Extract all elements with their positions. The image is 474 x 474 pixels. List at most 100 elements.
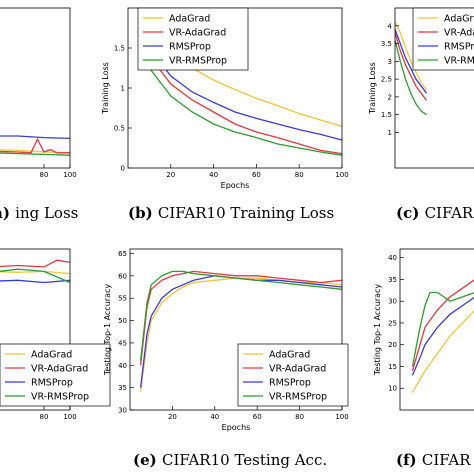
- x-tick-label: 60: [252, 171, 261, 179]
- plot-frame: [0, 248, 71, 411]
- x-tick-label: 20: [166, 171, 175, 179]
- x-tick-label: 20: [168, 413, 177, 421]
- series-line-vr-rmsprop: [138, 31, 342, 156]
- panel-caption: (f) CIFAR: [396, 451, 471, 469]
- series-line-rmsprop: [411, 296, 474, 376]
- legend-label: VR-AdaGrad: [169, 28, 226, 39]
- caption-text: CIFAR10 Training Loss: [158, 204, 334, 222]
- series-group: [139, 270, 342, 393]
- y-tick-label: 1: [388, 129, 392, 137]
- panel-caption: (c) CIFAR: [396, 204, 474, 222]
- legend-label: AdaGrad: [169, 14, 210, 25]
- x-tick-label: 80: [295, 171, 304, 179]
- legend-label: AdaGrad: [31, 350, 72, 361]
- x-axis-label: Epochs: [222, 423, 251, 432]
- legend-label: VR-RMSProp: [31, 392, 89, 403]
- plot-frame: [399, 248, 474, 411]
- y-tick-label: 0.5: [114, 125, 125, 133]
- caption-label: (e): [133, 451, 162, 469]
- chart-panel-1: 80 100 (a) ing Loss: [0, 7, 78, 222]
- x-tick-label: 100: [63, 171, 76, 179]
- legend: AdaGrad VR-AdaGrad RMSProp VR-RMSProp: [412, 7, 474, 71]
- y-tick-label: 35: [388, 276, 397, 284]
- legend-label: RMSProp: [169, 42, 211, 53]
- legend: AdaGrad VR-AdaGrad RMSProp VR-RMSProp: [137, 7, 249, 71]
- series-group: [0, 259, 70, 284]
- x-tick-label: 80: [40, 413, 49, 421]
- series-line-vr-adagrad: [0, 259, 70, 268]
- x-tick-label: 100: [63, 413, 76, 421]
- y-tick-label: 45: [118, 339, 127, 347]
- series-group: [395, 21, 428, 116]
- legend-label: AdaGrad: [269, 350, 310, 361]
- series-line-vr-adagrad: [411, 279, 474, 371]
- x-tick-label: 40: [210, 413, 219, 421]
- series-line-adagrad: [411, 310, 474, 393]
- y-tick-label: 2.5: [381, 76, 392, 84]
- y-tick-label: 40: [118, 362, 127, 370]
- y-tick-label: 30: [388, 298, 397, 306]
- y-tick-label: 60: [118, 272, 127, 280]
- caption-text: CIFAR: [422, 451, 471, 469]
- series-line-vr-rmsprop: [395, 39, 427, 116]
- series-line-adagrad: [0, 149, 70, 154]
- series-line-vr-adagrad: [0, 137, 70, 154]
- series-line-rmsprop: [395, 29, 428, 94]
- caption-text: CIFAR: [425, 204, 474, 222]
- x-tick-label: 80: [295, 413, 304, 421]
- y-tick-label: 40: [388, 254, 397, 262]
- y-tick-label: 2: [388, 93, 392, 101]
- legend-label: VR-RMSProp: [269, 392, 327, 403]
- y-tick-label: 50: [118, 317, 127, 325]
- legend-label: AdaGrad: [444, 14, 474, 25]
- series-line-vr-adagrad: [395, 32, 428, 101]
- series-line-vr-rmsprop: [0, 152, 70, 156]
- series-group: [0, 135, 70, 156]
- series-line-rmsprop: [0, 279, 70, 284]
- series-line-vr-rmsprop: [411, 291, 474, 367]
- x-axis-label: Epochs: [221, 181, 250, 190]
- series-line-vr-adagrad: [138, 23, 342, 155]
- y-axis-label: Testing Top-1 Accuracy: [373, 284, 382, 376]
- y-tick-label: 15: [388, 363, 397, 371]
- legend-label: VR-AdaGrad: [31, 364, 88, 375]
- y-tick-label: 35: [118, 384, 127, 392]
- plot-frame: [129, 248, 343, 411]
- caption-label: (b): [128, 204, 158, 222]
- y-axis-label: Training Loss: [101, 62, 110, 115]
- y-tick-label: 1.5: [114, 45, 125, 53]
- series-line-vr-adagrad: [139, 270, 342, 366]
- x-tick-label: 100: [335, 413, 348, 421]
- series-group: [411, 279, 474, 393]
- caption-text: CIFAR10 Testing Acc.: [162, 451, 327, 469]
- y-tick-label: 20: [388, 341, 397, 349]
- x-tick-label: 40: [209, 171, 218, 179]
- y-tick-label: 25: [388, 319, 397, 327]
- series-line-adagrad: [395, 21, 428, 91]
- y-tick-label: 0: [121, 165, 125, 173]
- series-line-rmsprop: [139, 275, 342, 388]
- y-tick-label: 65: [118, 250, 127, 258]
- series-line-adagrad: [0, 270, 70, 275]
- legend-label: RMSProp: [269, 378, 311, 389]
- caption-label: (f): [396, 451, 422, 469]
- caption-text: ing Loss: [15, 204, 78, 222]
- legend-label: VR-RMSProp: [444, 56, 474, 67]
- series-line-rmsprop: [0, 135, 70, 140]
- x-tick-label: 80: [40, 171, 49, 179]
- legend-label: RMSProp: [444, 42, 474, 53]
- y-axis-label: Testing Top-1 Accuracy: [103, 284, 112, 376]
- legend-label: VR-AdaGrad: [444, 28, 474, 39]
- panel-caption: (a) ing Loss: [0, 204, 78, 222]
- legend-label: RMSProp: [31, 378, 73, 389]
- legend: AdaGrad VR-AdaGrad RMSProp VR-RMSProp: [0, 343, 111, 407]
- chart-panel-4: 80100AdaGradVR-AdaGradRMSPropVR-RMSPropn…: [0, 248, 111, 421]
- y-axis-label: Training Loss: [368, 62, 377, 115]
- y-tick-label: 1: [121, 85, 125, 93]
- y-tick-label: 30: [118, 407, 127, 415]
- series-line-vr-rmsprop: [0, 268, 70, 284]
- caption-label: (a): [0, 204, 15, 222]
- legend: AdaGrad VR-AdaGrad RMSProp VR-RMSProp: [237, 343, 349, 407]
- y-tick-label: 4: [388, 22, 393, 30]
